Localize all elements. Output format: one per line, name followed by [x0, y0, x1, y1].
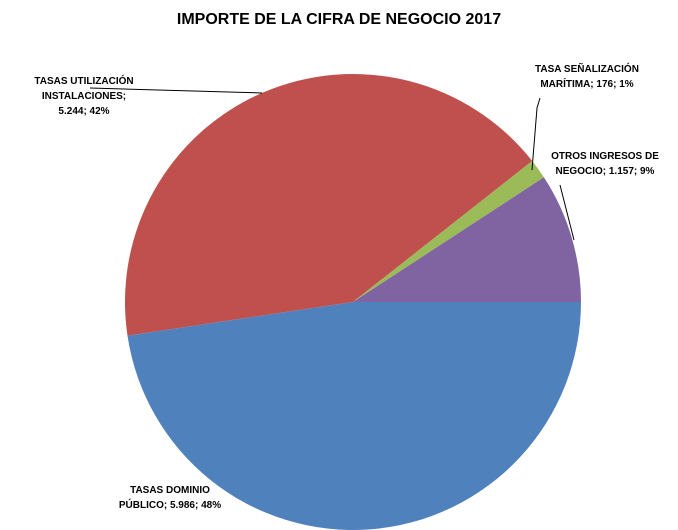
- data-label: TASAS UTILIZACIÓN INSTALACIONES; 5.244; 42…: [34, 74, 133, 117]
- pie: [124, 73, 581, 530]
- data-label: TASAS DOMINIO PÚBLICO; 5.986; 48%: [119, 485, 221, 511]
- pie-slice: [353, 161, 544, 302]
- pie-slice: [353, 177, 581, 302]
- chart-title: IMPORTE DE LA CIFRA DE NEGOCIO 2017: [177, 11, 501, 28]
- leader-line: [89, 87, 263, 94]
- data-label: TASA SEÑALIZACIÓN MARÍTIMA; 176; 1%: [535, 62, 639, 90]
- leader-line: [559, 184, 575, 241]
- leader-line: [531, 97, 541, 171]
- pie-slice: [127, 302, 581, 530]
- pie-slice: [124, 73, 533, 336]
- data-label: OTROS INGRESOS DE NEGOCIO; 1.157; 9%: [551, 151, 659, 177]
